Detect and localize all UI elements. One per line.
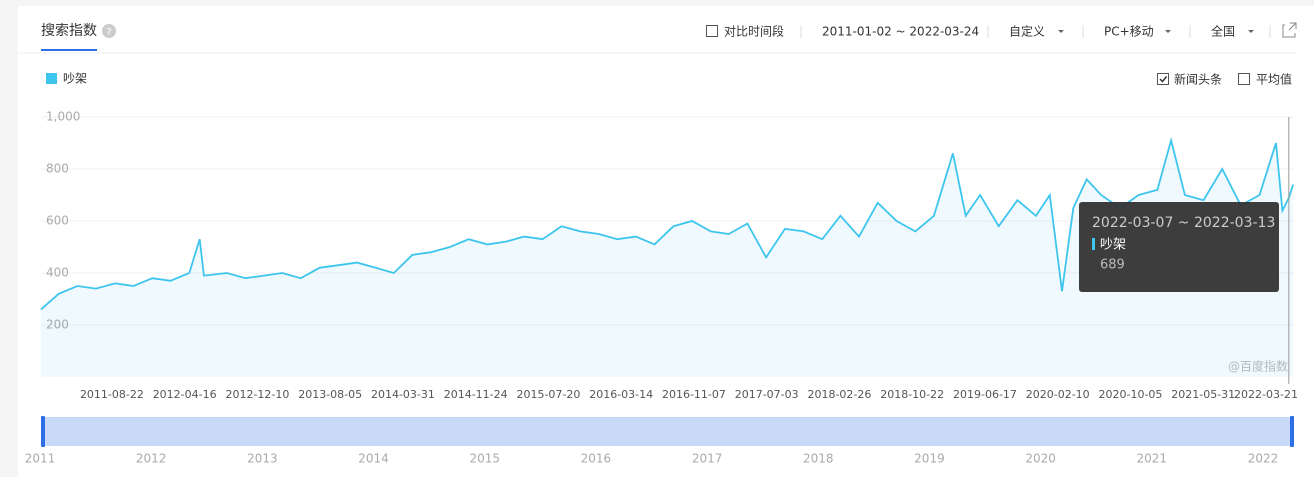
tooltip-series: 吵架 [1100,237,1126,253]
x-tick-label: 2014-03-31 [371,388,435,401]
x-tick-label: 2013-08-05 [298,388,362,401]
export-icon[interactable] [1282,22,1297,38]
y-tick-label: 400 [46,266,69,280]
x-tick-label: 2012-04-16 [153,388,217,401]
average-label[interactable]: 平均值 [1256,72,1292,87]
help-icon[interactable] [102,24,116,38]
date-range[interactable]: 2011-01-02 ~ 2022-03-24 [822,25,979,39]
y-tick-label: 800 [46,162,69,176]
overview-year: 2020 [1025,452,1056,466]
brush-handle[interactable] [1290,416,1294,447]
area [41,140,1294,377]
x-tick-label: 2018-10-22 [880,388,944,401]
dropdown-arrow [1248,30,1254,33]
region-select[interactable]: 全国 [1211,24,1235,39]
x-tick-label: 2011-08-22 [80,388,144,401]
x-tick-label: 2018-02-26 [807,388,871,401]
news-checkbox[interactable] [1157,73,1169,85]
x-tick-label: 2012-12-10 [225,388,289,401]
legend-swatch[interactable] [46,73,57,84]
x-tick-label: 2017-07-03 [735,388,799,401]
overview-year: 2017 [692,452,723,466]
x-tick-label: 2020-10-05 [1098,388,1162,401]
overview-year: 2015 [469,452,500,466]
overview-year: 2022 [1248,452,1279,466]
overview-year: 2011 [25,452,56,466]
check-mark [1159,76,1168,83]
brush-handle[interactable] [41,416,45,447]
x-tick-label: 2022-03-21 [1234,388,1298,401]
x-tick-label: 2020-02-10 [1026,388,1090,401]
x-tick-label: 2019-06-17 [953,388,1017,401]
dropdown-arrow [1165,30,1171,33]
overview-year: 2016 [581,452,612,466]
x-tick-label: 2016-03-14 [589,388,653,401]
overview-year: 2012 [136,452,167,466]
news-label[interactable]: 新闻头条 [1174,72,1222,87]
x-tick-label: 2016-11-07 [662,388,726,401]
overview-year: 2019 [914,452,945,466]
legend-label[interactable]: 吵架 [63,72,87,86]
tooltip-value: 689 [1100,258,1125,273]
y-tick-label: 1,000 [46,110,80,124]
y-tick-label: 200 [46,318,69,332]
checkbox[interactable] [706,25,718,37]
tab-underline [41,49,97,51]
y-tick-label: 600 [46,214,69,228]
overview-year: 2021 [1137,452,1168,466]
help-text: ? [106,27,111,38]
average-checkbox[interactable] [1238,73,1250,85]
x-tick-label: 2021-05-31 [1171,388,1235,401]
overview-brush[interactable] [41,417,1294,446]
custom-select[interactable]: 自定义 [1009,24,1045,39]
tooltip-box [1079,202,1279,292]
tooltip-swatch [1092,238,1095,250]
overview-year: 2013 [247,452,278,466]
x-tick-label: 2014-11-24 [444,388,508,401]
tooltip-date: 2022-03-07 ~ 2022-03-13 [1092,215,1275,231]
dropdown-arrow [1058,30,1064,33]
watermark: @百度指数 [1228,359,1288,374]
overview-year: 2018 [803,452,834,466]
compare-label[interactable]: 对比时间段 [724,24,784,39]
device-select[interactable]: PC+移动 [1104,25,1154,39]
tab-title[interactable]: 搜索指数 [41,22,97,39]
tooltip: 2022-03-07 ~ 2022-03-13 吵架 689 [1079,202,1279,292]
overview-year: 2014 [358,452,389,466]
x-tick-label: 2015-07-20 [516,388,580,401]
